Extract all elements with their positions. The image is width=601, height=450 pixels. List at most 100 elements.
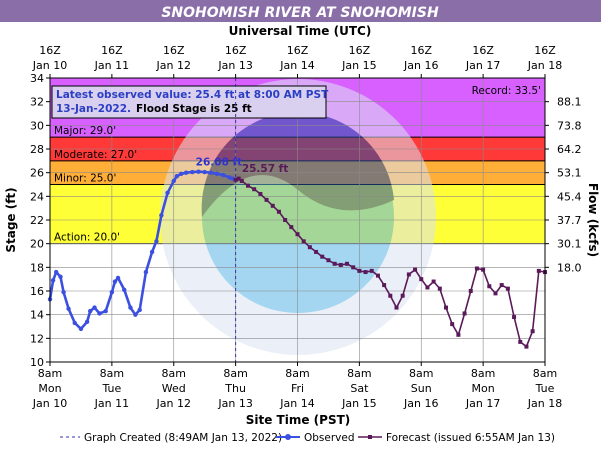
bottom-tick-label-day: Sat [350,382,369,395]
top-axis-title: Universal Time (UTC) [229,24,372,38]
forecast-point [425,285,430,290]
observed-point [143,269,149,275]
info-line-2-flood: Flood Stage is 25 ft [136,103,252,115]
forecast-point [369,268,374,273]
bottom-tick-label-time: 8am [533,367,557,380]
observed-point [122,287,127,293]
bottom-tick-label-time: 8am [471,367,495,380]
forecast-point [289,225,294,230]
bottom-tick-label-date: Jan 18 [527,397,562,410]
observed-point [196,169,201,174]
top-tick-label-date: Jan 15 [341,59,376,72]
y-tick-label: 14 [30,309,44,322]
watermark-bird [201,112,394,217]
forecast-point [264,197,269,202]
flow-tick-label: 64.2 [557,143,582,156]
y-tick-label: 26 [30,167,44,180]
flow-tick-label: 88.1 [557,96,582,109]
top-tick-label-time: 16Z [410,44,432,57]
flow-tick-label: 30.1 [557,238,582,251]
top-tick-label-time: 16Z [349,44,371,57]
top-tick-label-time: 16Z [225,44,247,57]
title-bar [0,0,601,22]
forecast-point [524,344,529,349]
bottom-tick-label-date: Jan 15 [341,397,376,410]
bottom-tick-label-time: 8am [347,367,371,380]
observed-point [88,308,93,314]
observed-point [58,274,63,279]
legend-observed-marker [285,434,291,440]
forecast-point [536,268,541,273]
bottom-tick-label-time: 8am [409,367,433,380]
top-tick-label-time: 16Z [472,44,494,57]
top-tick-label-time: 16Z [39,44,61,57]
forecast-point [363,270,368,275]
annotation-label: 26.08 ft [196,157,242,169]
legend-observed-label: Observed [304,432,355,444]
y-tick-label: 28 [30,143,44,156]
top-tick-label-date: Jan 13 [217,59,252,72]
bottom-tick-label-day: Tue [535,382,555,395]
forecast-point [400,293,405,298]
bottom-tick-label-date: Jan 13 [217,397,252,410]
bottom-tick-label-day: Sun [411,382,432,395]
forecast-point [450,322,455,327]
observed-point [208,170,214,175]
observed-point [137,307,142,313]
bottom-tick-label-date: Jan 10 [32,397,67,410]
flood-label-action: Action: 20.0' [54,232,120,244]
y-tick-label: 24 [30,190,44,203]
observed-point [84,319,90,324]
top-tick-label-date: Jan 11 [94,59,129,72]
forecast-point [456,332,461,337]
forecast-point [332,261,337,266]
forecast-point [233,177,238,182]
bottom-tick-label-date: Jan 16 [403,397,438,410]
flow-tick-label: 45.4 [557,190,582,203]
forecast-point [246,183,250,188]
observed-point [159,213,164,218]
bottom-tick-label-day: Fri [291,382,304,395]
observed-point [202,169,207,175]
flood-label-moderate: Moderate: 27.0' [54,149,137,161]
forecast-point [307,245,312,250]
observed-point [61,289,66,295]
forecast-point [301,239,306,244]
forecast-point [236,176,241,181]
forecast-point [530,329,535,334]
top-tick-label-date: Jan 12 [156,59,191,72]
y-tick-label: 10 [30,356,44,369]
info-line-1: Latest observed value: 25.4 ft at 8:00 A… [56,89,329,101]
bottom-tick-label-date: Jan 12 [156,397,191,410]
observed-point [97,311,102,316]
observed-point [154,239,159,244]
bottom-tick-label-time: 8am [100,367,124,380]
record-label: Record: 33.5' [472,85,541,97]
forecast-point [295,232,300,237]
observed-point [133,312,138,317]
bottom-tick-label-day: Thu [224,382,246,395]
top-tick-label-date: Jan 14 [279,59,314,72]
bottom-tick-label-date: Jan 17 [465,397,500,410]
forecast-point [468,289,473,293]
observed-point [103,308,108,314]
observed-point [171,178,176,184]
forecast-point [320,254,325,259]
observed-point [128,305,133,310]
forecast-point [338,262,343,267]
forecast-point [276,209,281,214]
forecast-point [462,311,467,316]
forecast-point [481,267,486,272]
forecast-point [351,265,356,270]
forecast-point [512,315,517,320]
y2-axis-title: Flow (kcfs) [586,183,600,257]
forecast-point [406,272,411,277]
flow-tick-label: 37.7 [557,214,582,227]
info-line-2-date: 13-Jan-2022. [56,103,131,115]
bottom-axis-title: Site Time (PST) [246,413,351,427]
legend-created-label: Graph Created (8:49AM Jan 13, 2022) [84,432,282,444]
observed-point [53,269,59,275]
forecast-point [437,286,442,291]
forecast-point [394,305,399,310]
top-tick-label-date: Jan 18 [527,59,562,72]
